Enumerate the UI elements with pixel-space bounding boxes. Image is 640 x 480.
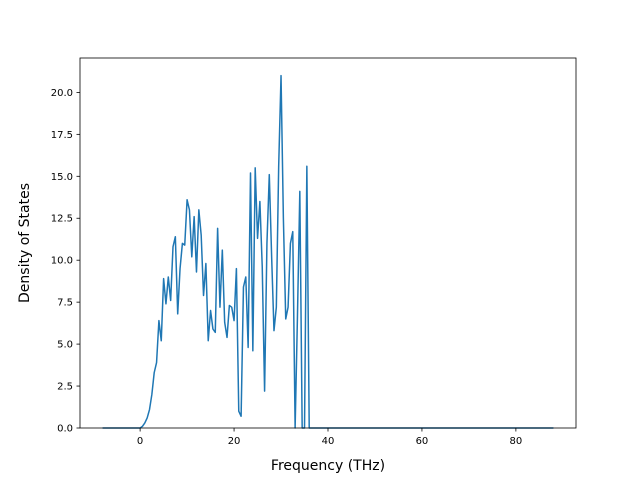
x-axis-label: Frequency (THz)	[271, 458, 385, 474]
y-tick-label: 7.5	[57, 298, 73, 309]
series-line-0	[102, 74, 554, 429]
x-tick-label: 40	[322, 436, 335, 447]
y-tick-label: 12.5	[51, 214, 73, 225]
series-layer	[102, 74, 554, 429]
y-tick-label: 17.5	[51, 130, 73, 141]
x-tick-label: 0	[137, 436, 143, 447]
y-tick-label: 10.0	[51, 256, 73, 267]
x-tick-label: 60	[416, 436, 429, 447]
x-tick-label: 80	[510, 436, 523, 447]
x-tick-label: 20	[228, 436, 241, 447]
y-axis: 0.0 2.5 5.0 7.5 10.0 12.5 15.0 17.5 20.0	[51, 88, 80, 435]
y-tick-label: 15.0	[51, 172, 73, 183]
y-axis-label: Density of States	[17, 183, 33, 303]
y-tick-label: 5.0	[57, 340, 73, 351]
x-axis: 0 20 40 60 80	[137, 428, 522, 447]
y-tick-label: 20.0	[51, 88, 73, 99]
plot-area	[80, 58, 576, 428]
y-tick-label: 0.0	[57, 424, 73, 435]
y-tick-label: 2.5	[57, 382, 73, 393]
